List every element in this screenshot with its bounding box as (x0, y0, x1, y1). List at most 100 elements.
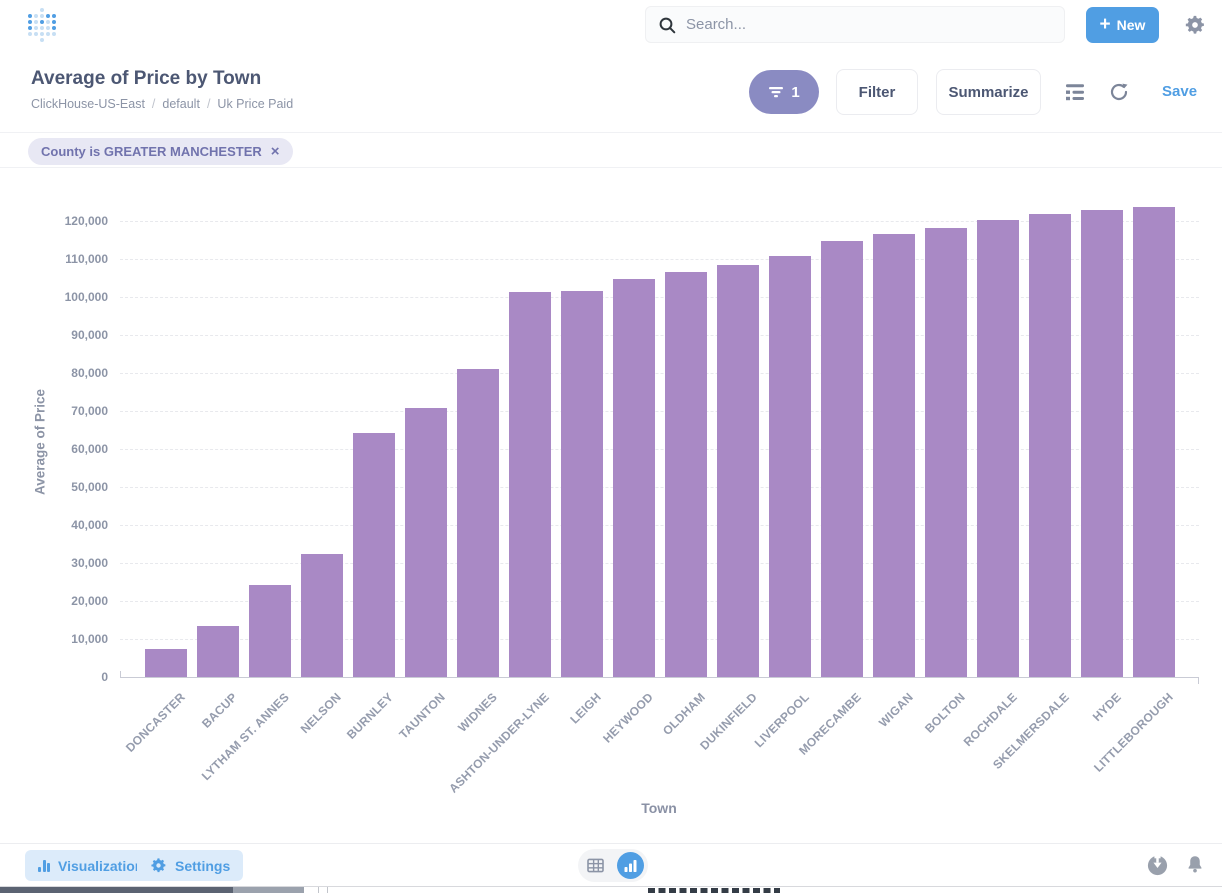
bar[interactable] (301, 553, 343, 677)
bar[interactable] (457, 369, 499, 677)
bar[interactable] (1029, 214, 1071, 677)
filter-count: 1 (791, 83, 800, 101)
y-tick-label: 0 (101, 670, 108, 684)
filter-bar: County is GREATER MANCHESTER × (0, 134, 1222, 168)
gridline (120, 221, 1199, 222)
bar[interactable] (405, 408, 447, 677)
metabase-logo-icon[interactable] (28, 8, 56, 42)
scrollbar-thumb[interactable] (0, 887, 233, 893)
x-axis-line (120, 677, 1199, 678)
x-tick-label: WIDNES (455, 690, 500, 735)
filter-chip[interactable]: County is GREATER MANCHESTER × (28, 138, 293, 165)
x-tick-label: NELSON (297, 690, 344, 737)
y-tick-label: 60,000 (71, 442, 108, 456)
new-button-label: New (1116, 17, 1146, 33)
filter-button[interactable]: Filter (836, 69, 918, 115)
x-tick-label: LYTHAM ST. ANNES (198, 690, 292, 784)
filter-chip-label: County is GREATER MANCHESTER (41, 144, 262, 159)
x-tick-label: TAUNTON (396, 690, 448, 742)
x-tick-label: BACUP (199, 690, 240, 731)
gridline (120, 335, 1199, 336)
breadcrumb: ClickHouse-US-East / default / Uk Price Paid (31, 97, 294, 111)
bar[interactable] (717, 265, 759, 677)
axis-tick (1198, 677, 1199, 684)
gridline (120, 487, 1199, 488)
refresh-icon[interactable] (1108, 81, 1130, 103)
gridline (120, 563, 1199, 564)
x-tick-label: HYDE (1089, 690, 1124, 725)
x-tick-label: HEYWOOD (600, 690, 656, 746)
bar[interactable] (509, 292, 551, 677)
y-tick-label: 40,000 (71, 518, 108, 532)
summarize-button[interactable]: Summarize (936, 69, 1041, 115)
chart-canvas: Average of Price Town 0 10,000 20,000 30,00… (0, 168, 1222, 843)
bar[interactable] (769, 255, 811, 677)
plus-icon: + (1099, 13, 1111, 35)
bar[interactable] (613, 279, 655, 677)
bar[interactable] (197, 626, 239, 677)
bar[interactable] (821, 240, 863, 677)
search-bar[interactable] (645, 6, 1065, 43)
bar[interactable] (665, 271, 707, 677)
bar[interactable] (873, 233, 915, 677)
filter-count-pill[interactable]: 1 (749, 70, 819, 114)
settings-button[interactable]: Settings (137, 850, 244, 881)
bar[interactable] (1081, 210, 1123, 677)
bar[interactable] (249, 585, 291, 677)
gear-icon[interactable] (1184, 14, 1206, 36)
bar[interactable] (977, 220, 1019, 677)
settings-button-label: Settings (175, 857, 231, 874)
search-input[interactable] (686, 16, 1052, 33)
divider (327, 887, 328, 893)
x-tick-label: WIGAN (876, 690, 916, 730)
y-tick-label: 120,000 (64, 214, 108, 228)
bar-chart-icon (38, 859, 50, 872)
breadcrumb-database[interactable]: ClickHouse-US-East (31, 97, 145, 111)
table-view-icon[interactable] (587, 858, 604, 873)
save-button[interactable]: Save (1162, 83, 1198, 100)
gridline (120, 297, 1199, 298)
table-chart-toggle (578, 849, 648, 882)
gridline (120, 259, 1199, 260)
visualization-button[interactable]: Visualization (25, 850, 157, 881)
bar[interactable] (561, 290, 603, 677)
notebook-icon[interactable] (1064, 81, 1086, 103)
new-button[interactable]: + New (1086, 7, 1159, 43)
x-axis-title: Town (641, 800, 677, 816)
search-icon (659, 17, 676, 33)
filter-lines-icon (769, 87, 784, 98)
gridline (120, 601, 1199, 602)
x-tick-label: ASHTON-UNDER-LYNE (446, 690, 552, 796)
gridline (120, 373, 1199, 374)
bar[interactable] (925, 228, 967, 677)
breadcrumb-schema[interactable]: default (162, 97, 200, 111)
x-tick-label: BURNLEY (343, 690, 396, 742)
divider (318, 887, 319, 893)
x-tick-label: OLDHAM (659, 690, 708, 738)
x-tick-label: DONCASTER (122, 690, 188, 755)
bar[interactable] (145, 648, 187, 677)
gridline (120, 411, 1199, 412)
chart-view-icon[interactable] (617, 852, 644, 879)
gridline (120, 525, 1199, 526)
clipped-text (648, 888, 780, 893)
bottom-clipped-row (0, 886, 1222, 893)
bell-icon[interactable] (1184, 853, 1206, 877)
breadcrumb-table[interactable]: Uk Price Paid (217, 97, 294, 111)
remove-filter-icon[interactable]: × (270, 143, 280, 160)
y-tick-label: 90,000 (71, 328, 108, 342)
download-icon[interactable] (1146, 854, 1169, 877)
scrollbar-segment (233, 887, 304, 893)
top-navbar: + New (0, 0, 1222, 50)
axis-tick (120, 671, 121, 677)
bar[interactable] (353, 433, 395, 677)
gridline (120, 639, 1199, 640)
y-tick-label: 20,000 (71, 594, 108, 608)
question-header: Average of Price by Town ClickHouse-US-E… (0, 50, 1222, 133)
settings-gear-icon (151, 858, 166, 873)
y-tick-label: 70,000 (71, 404, 108, 418)
bar[interactable] (1133, 207, 1175, 677)
y-tick-label: 110,000 (65, 252, 108, 266)
y-tick-label: 100,000 (64, 290, 108, 304)
y-tick-label: 30,000 (71, 556, 108, 570)
